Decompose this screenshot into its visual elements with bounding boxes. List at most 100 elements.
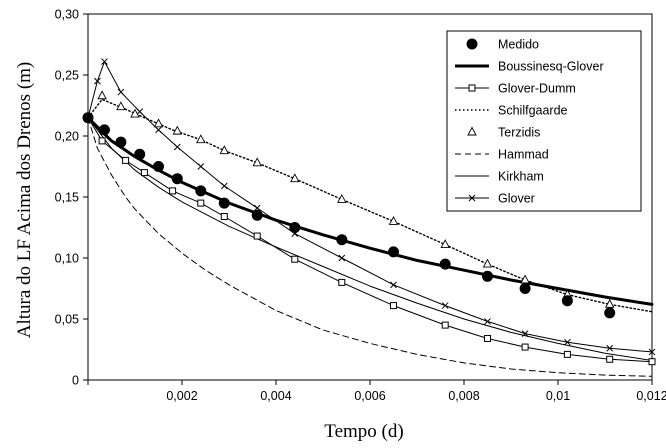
data-point-medido (251, 209, 263, 221)
data-point-medido (439, 258, 451, 270)
data-point-glover (117, 88, 125, 96)
data-point-medido (604, 307, 616, 319)
data-point-glover-dumm (98, 137, 106, 145)
legend-marker (468, 194, 476, 202)
data-point-medido (171, 173, 183, 185)
data-point-glover (220, 182, 228, 190)
legend-label: Boussinesq-Glover (498, 60, 604, 74)
data-point-medido (519, 283, 531, 294)
data-point-glover-dumm (197, 199, 205, 207)
legend-marker (468, 84, 476, 92)
y-tick-label: 0,30 (55, 8, 79, 22)
data-point-terzidis (130, 108, 140, 118)
data-point-glover (155, 126, 162, 134)
data-point-glover-dumm (338, 278, 346, 286)
legend-label: Glover (498, 192, 535, 206)
data-point-terzidis (337, 193, 347, 203)
y-tick-label: 0,05 (55, 313, 79, 327)
data-point-glover (338, 254, 346, 262)
data-point-medido (388, 246, 399, 258)
legend-entry-boussinesq-glover: Boussinesq-Glover (455, 60, 604, 74)
data-point-terzidis (219, 145, 230, 155)
data-point-glover (564, 338, 571, 346)
data-point-terzidis (388, 215, 399, 225)
data-point-terzidis (290, 173, 300, 183)
series-line-boussinesq-glover (86, 116, 654, 306)
legend-label: Kirkham (498, 170, 544, 184)
data-point-glover (253, 204, 261, 212)
y-tick-label: 0,20 (55, 130, 79, 144)
legend-entry-medido: Medido (466, 38, 539, 52)
data-point-medido (153, 161, 164, 172)
data-point-glover-dumm (606, 355, 614, 363)
data-point-glover (606, 344, 614, 352)
legend-entry-glover-dumm: Glover-Dumm (455, 82, 576, 96)
data-point-medido (98, 124, 110, 136)
x-tick-label: 0,012 (636, 389, 666, 403)
legend-entry-kirkham: Kirkham (455, 170, 544, 184)
data-point-glover (94, 77, 101, 85)
series-glover (87, 58, 656, 356)
data-point-glover (648, 348, 656, 356)
y-tick-label: 0 (72, 374, 79, 388)
y-tick-label: 0,25 (55, 69, 79, 83)
x-tick-label: 0,008 (448, 389, 479, 403)
x-tick-label: 0,006 (354, 389, 385, 403)
y-tick-label: 0,10 (55, 252, 79, 266)
y-axis-title: Altura do LF Acima dos Drenos (m) (14, 62, 35, 339)
data-point-glover-dumm (140, 169, 148, 177)
legend-label: Terzidis (498, 126, 540, 140)
legend-label: Glover-Dumm (498, 82, 576, 96)
legend-marker (466, 38, 478, 50)
data-point-glover (101, 58, 108, 65)
series-medido (82, 112, 616, 319)
data-point-terzidis (604, 298, 615, 308)
data-point-glover-dumm (169, 187, 177, 195)
data-point-medido (218, 197, 230, 209)
data-point-glover (521, 330, 529, 337)
data-point-glover (441, 302, 449, 309)
data-point-medido (289, 222, 301, 233)
legend-entry-schilfgaarde: Schilfgaarde (455, 104, 568, 118)
data-point-glover (136, 108, 144, 115)
data-point-medido (336, 234, 348, 246)
legend-entry-hammad: Hammad (455, 148, 549, 162)
y-axis: 0 0,05 0,10 0,15 0,20 0,25 0,30 (55, 8, 88, 388)
x-axis: 0,002 0,004 0,006 0,008 0,01 0,012 (87, 380, 666, 403)
x-tick-label: 0,002 (166, 389, 197, 403)
data-point-glover (390, 281, 397, 289)
data-point-glover-dumm (253, 232, 261, 240)
x-tick-label: 0,01 (546, 389, 570, 403)
series-line-hammad (87, 117, 653, 377)
legend-label: Schilfgaarde (498, 104, 568, 118)
series-layer (82, 58, 656, 377)
legend-label: Medido (498, 38, 539, 52)
data-point-terzidis (153, 118, 164, 128)
data-point-glover (173, 143, 181, 151)
data-point-terzidis (520, 274, 530, 284)
data-point-medido (115, 136, 127, 148)
data-point-terzidis (172, 125, 183, 135)
data-point-medido (195, 185, 207, 197)
x-tick-label: 0,004 (260, 389, 291, 403)
series-glover-dumm (87, 117, 656, 366)
data-point-medido (482, 270, 493, 282)
legend-marker (467, 126, 477, 136)
data-point-terzidis (116, 101, 126, 111)
x-axis-title: Tempo (d) (324, 421, 403, 442)
data-point-glover-dumm (441, 321, 449, 329)
data-point-terzidis (252, 157, 262, 167)
legend-label: Hammad (498, 148, 549, 162)
data-point-medido (134, 148, 146, 160)
data-point-medido (82, 112, 94, 124)
legend-entry-terzidis: Terzidis (467, 126, 540, 140)
data-point-glover-dumm (390, 302, 397, 310)
data-point-glover-dumm (291, 255, 299, 263)
data-point-terzidis (440, 239, 450, 249)
data-point-glover-dumm (648, 358, 656, 366)
legend: Medido Boussinesq-Glover Glover-Dumm Schilf… (446, 30, 642, 212)
data-point-glover-dumm (484, 335, 491, 343)
series-boussinesq-glover (86, 116, 654, 306)
legend-box (446, 30, 642, 212)
